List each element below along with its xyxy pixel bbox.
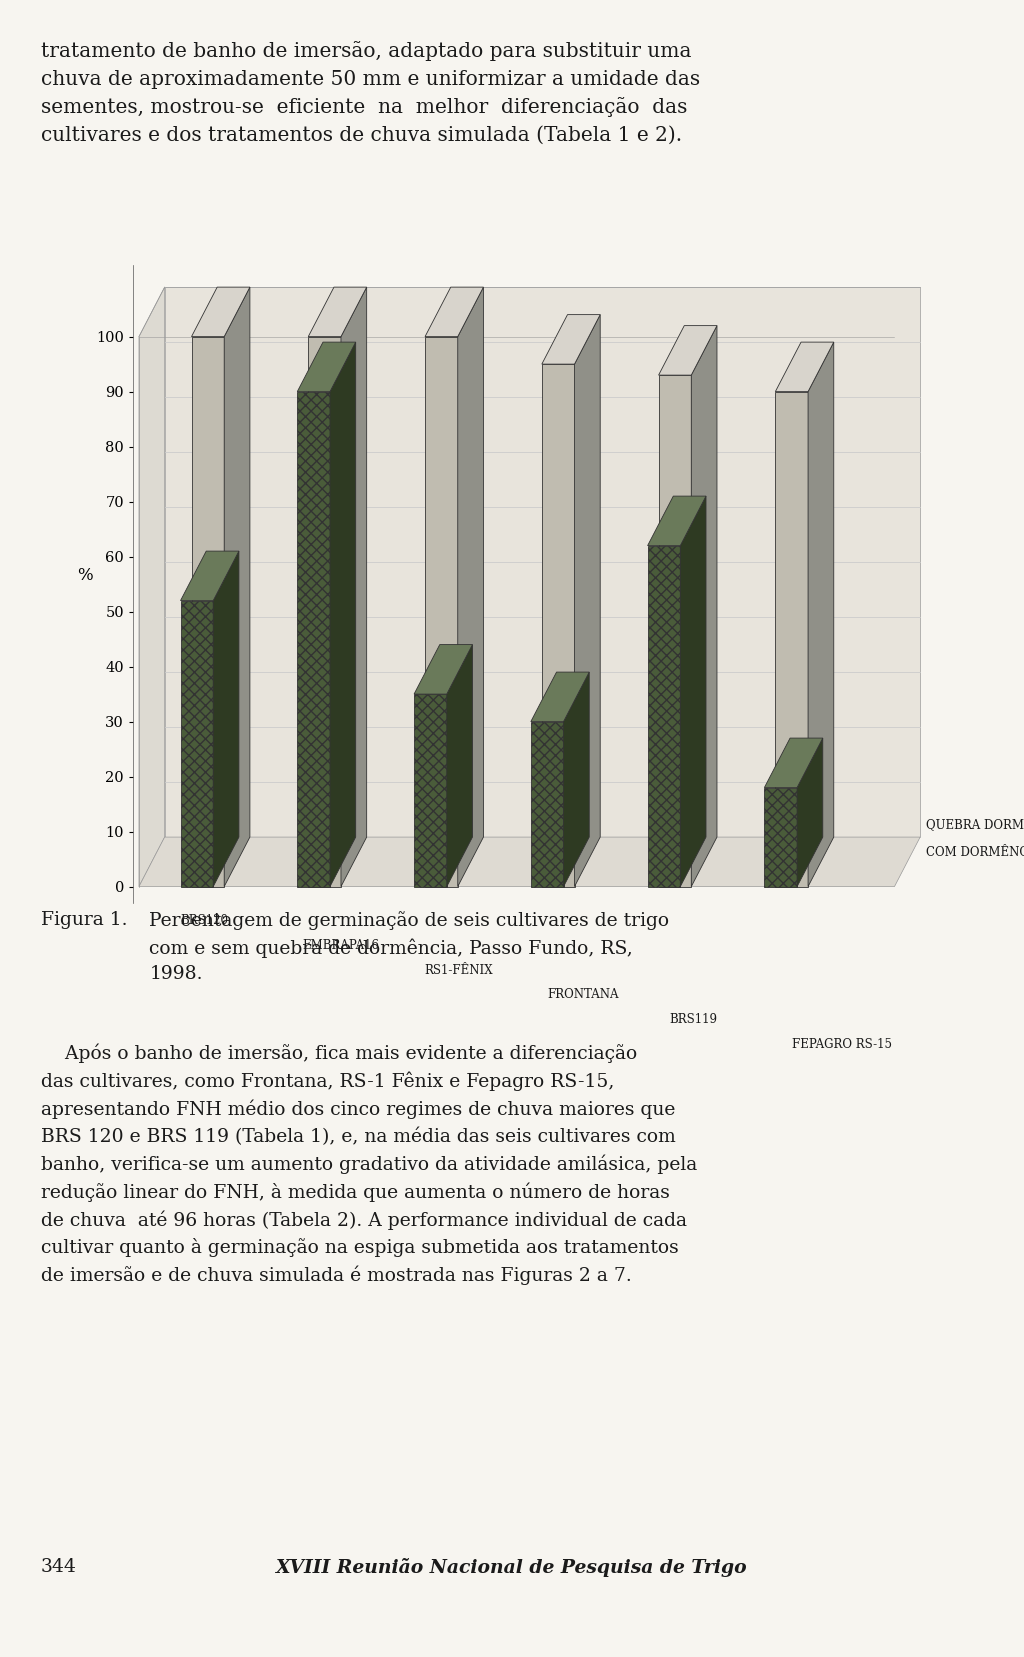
Polygon shape xyxy=(308,336,341,886)
Polygon shape xyxy=(764,787,797,886)
Polygon shape xyxy=(297,391,330,886)
Polygon shape xyxy=(680,495,706,886)
Polygon shape xyxy=(213,552,239,886)
Text: FEPAGRO RS-15: FEPAGRO RS-15 xyxy=(792,1037,892,1051)
Polygon shape xyxy=(224,287,250,886)
Polygon shape xyxy=(458,287,483,886)
Polygon shape xyxy=(425,336,458,886)
Polygon shape xyxy=(658,374,691,886)
Polygon shape xyxy=(191,336,224,886)
Text: Percentagem de germinação de seis cultivares de trigo
com e sem quebra de dormên: Percentagem de germinação de seis cultiv… xyxy=(150,911,670,983)
Polygon shape xyxy=(658,326,717,374)
Polygon shape xyxy=(446,645,472,886)
Polygon shape xyxy=(647,495,706,545)
Polygon shape xyxy=(414,694,446,886)
Text: Após o banho de imersão, fica mais evidente a diferenciação
das cultivares, como: Após o banho de imersão, fica mais evide… xyxy=(41,1044,697,1286)
Polygon shape xyxy=(180,552,239,600)
Polygon shape xyxy=(139,837,921,886)
Text: EMBRAPA16: EMBRAPA16 xyxy=(302,940,380,951)
Polygon shape xyxy=(297,341,355,391)
Polygon shape xyxy=(330,341,355,886)
Polygon shape xyxy=(308,287,367,336)
Text: tratamento de banho de imersão, adaptado para substituir uma
chuva de aproximada: tratamento de banho de imersão, adaptado… xyxy=(41,41,700,144)
Text: XVIII Reunião Nacional de Pesquisa de Trigo: XVIII Reunião Nacional de Pesquisa de Tr… xyxy=(276,1558,748,1577)
Text: FRONTANA: FRONTANA xyxy=(548,988,620,1001)
Text: QUEBRA DORMÊNCIA: QUEBRA DORMÊNCIA xyxy=(926,817,1024,832)
Polygon shape xyxy=(180,600,213,886)
Text: 344: 344 xyxy=(41,1558,77,1576)
Polygon shape xyxy=(139,287,165,886)
Polygon shape xyxy=(542,315,600,365)
Text: BRS120: BRS120 xyxy=(180,915,228,926)
Y-axis label: %: % xyxy=(77,567,93,583)
Polygon shape xyxy=(764,737,822,787)
Polygon shape xyxy=(165,287,921,837)
Polygon shape xyxy=(691,326,717,886)
Polygon shape xyxy=(530,673,589,721)
Text: BRS119: BRS119 xyxy=(670,1012,718,1026)
Text: COM DORMÊNCIA: COM DORMÊNCIA xyxy=(926,847,1024,858)
Text: Figura 1.: Figura 1. xyxy=(41,911,127,930)
Polygon shape xyxy=(775,341,834,391)
Polygon shape xyxy=(574,315,600,886)
Polygon shape xyxy=(425,287,483,336)
Polygon shape xyxy=(647,545,680,886)
Polygon shape xyxy=(530,721,563,886)
Polygon shape xyxy=(775,391,808,886)
Polygon shape xyxy=(414,645,472,694)
Text: RS1-FÊNIX: RS1-FÊNIX xyxy=(425,964,494,976)
Polygon shape xyxy=(341,287,367,886)
Polygon shape xyxy=(808,341,834,886)
Polygon shape xyxy=(797,737,822,886)
Polygon shape xyxy=(563,673,589,886)
Polygon shape xyxy=(542,365,574,886)
Polygon shape xyxy=(191,287,250,336)
